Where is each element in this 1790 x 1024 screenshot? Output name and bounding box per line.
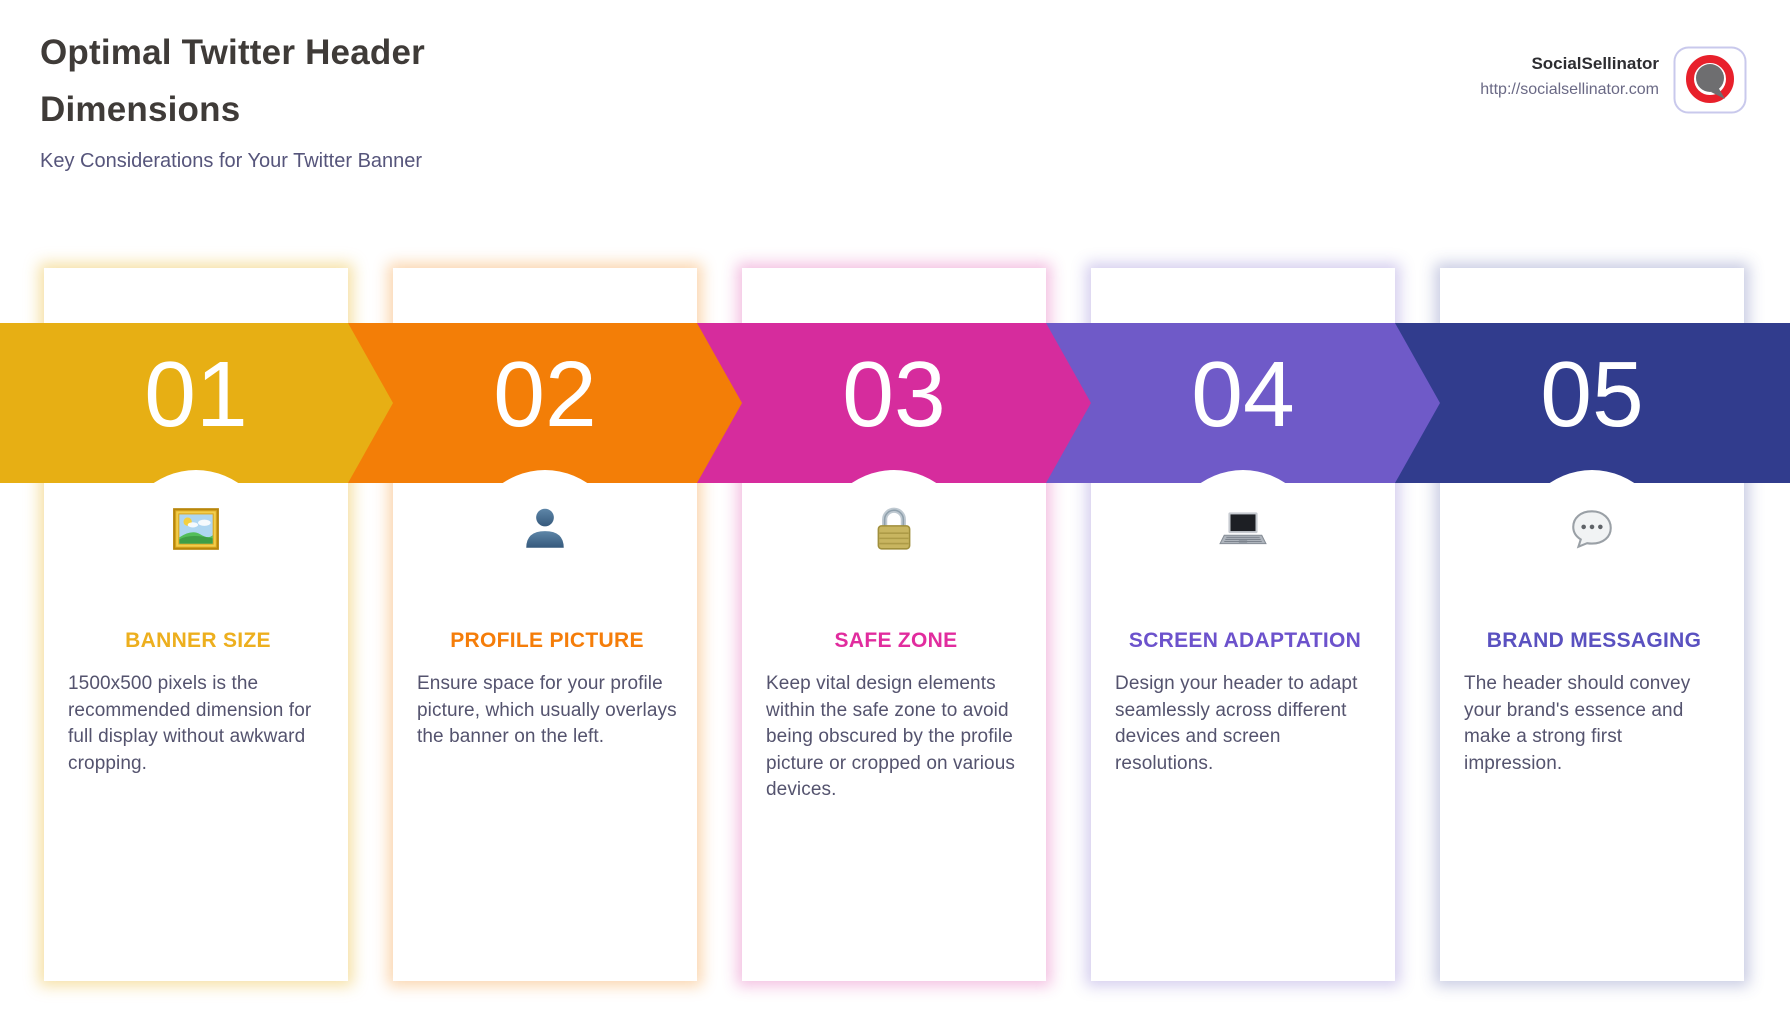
lock-icon (869, 504, 919, 554)
step-number: 01 (144, 342, 248, 446)
speech-balloon-icon (1567, 504, 1617, 554)
laptop-icon (1218, 504, 1268, 554)
step-card-body: SCREEN ADAPTATION Design your header to … (1115, 628, 1375, 777)
speech-bubble-ring-logo-icon (1673, 46, 1747, 114)
step-band-03 (697, 323, 1091, 483)
step-card-body: SAFE ZONE Keep vital design elements wit… (766, 628, 1026, 804)
step-card: 05 BRAND MESSAGING The header should con… (1440, 268, 1744, 981)
step-number: 03 (842, 342, 946, 446)
step-number: 04 (1191, 342, 1295, 446)
step-band-04 (1046, 323, 1440, 483)
step-number: 02 (493, 342, 597, 446)
step-title: PROFILE PICTURE (450, 629, 644, 652)
person-silhouette-icon (520, 504, 570, 554)
step-description: Keep vital design elements within the sa… (766, 673, 1015, 800)
step-band-01 (0, 323, 393, 483)
icon-halo (1517, 470, 1667, 620)
step-card: 04 SCREEN ADAPTATION Design your header … (1091, 268, 1395, 981)
step-card-body: BRAND MESSAGING The header should convey… (1464, 628, 1724, 777)
step-card: 03 SAFE ZONE Keep vital design elements … (742, 268, 1046, 981)
step-card: 02 PROFILE PICTURE Ensure space for your… (393, 268, 697, 981)
brand-url: http://socialsellinator.com (1480, 81, 1659, 98)
brand-name: SocialSellinator (1531, 54, 1659, 73)
step-description: 1500x500 pixels is the recommended dimen… (68, 673, 312, 774)
step-band-05 (1395, 323, 1790, 483)
step-description: Ensure space for your profile picture, w… (417, 673, 677, 747)
icon-halo (1168, 470, 1318, 620)
step-title: BRAND MESSAGING (1486, 629, 1702, 652)
step-card-body: BANNER SIZE 1500x500 pixels is the recom… (68, 628, 328, 777)
step-title: SCREEN ADAPTATION (1128, 629, 1362, 652)
step-card-body: PROFILE PICTURE Ensure space for your pr… (417, 628, 677, 751)
step-description: The header should convey your brand's es… (1464, 673, 1691, 774)
step-card: 01 BANNER SIZE 1500x500 pixels is the re… (44, 268, 348, 981)
brand-block: SocialSellinator http://socialsellinator… (1480, 54, 1659, 99)
page-subtitle: Key Considerations for Your Twitter Bann… (40, 150, 423, 172)
step-title: BANNER SIZE (125, 629, 271, 652)
step-band-02 (348, 323, 742, 483)
step-title: SAFE ZONE (834, 629, 958, 652)
page-title: Optimal Twitter Header Dimensions (40, 33, 425, 129)
step-number: 05 (1540, 342, 1644, 446)
framed-picture-icon (171, 504, 221, 554)
step-description: Design your header to adapt seamlessly a… (1115, 673, 1358, 774)
